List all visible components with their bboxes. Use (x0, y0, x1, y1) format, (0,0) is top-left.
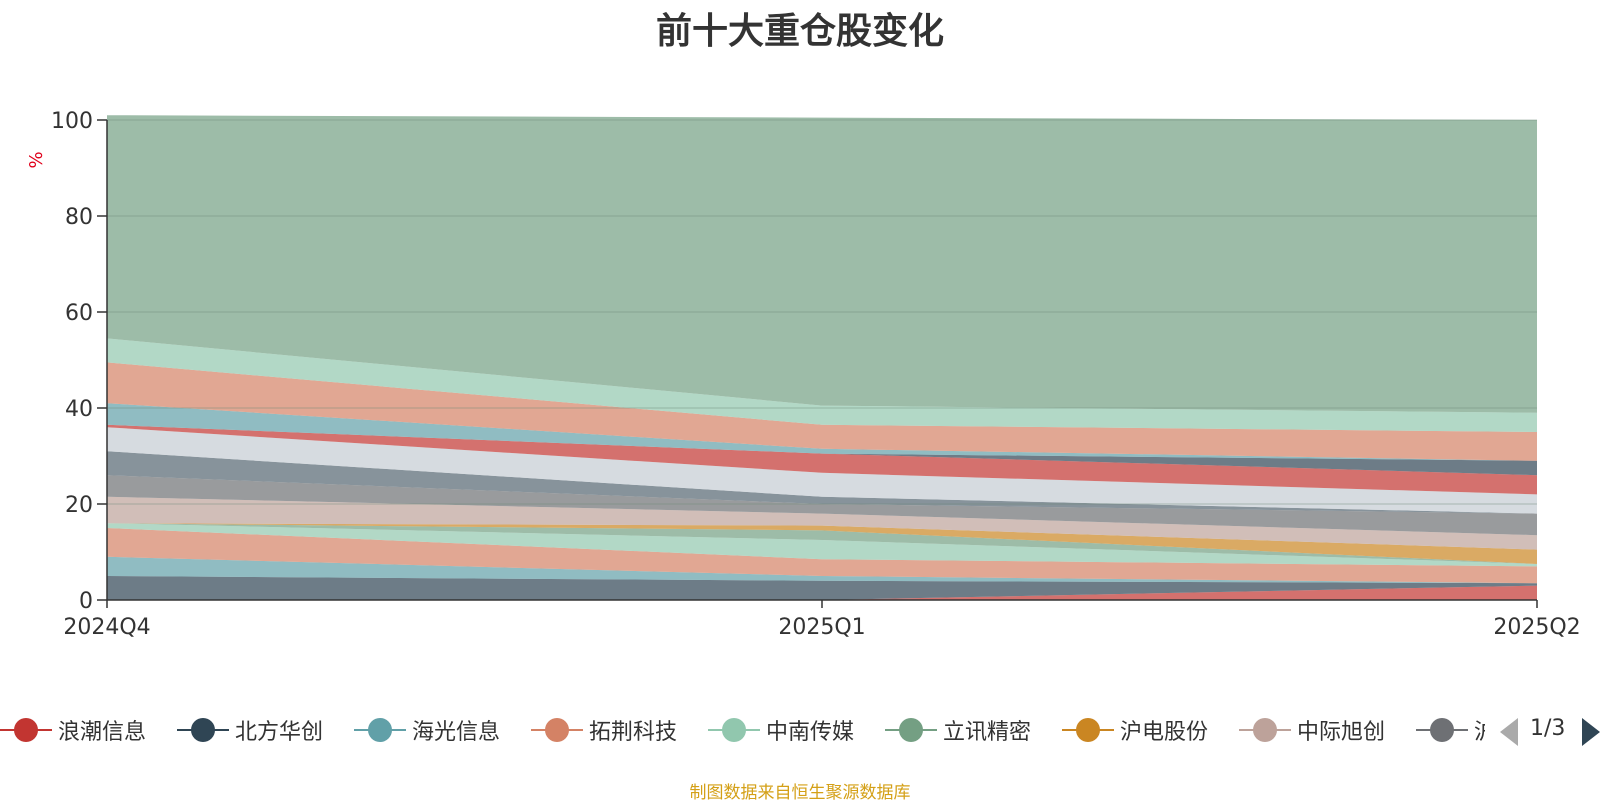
area-series-10 (107, 451, 1537, 514)
legend-page-indicator: 1/3 (1530, 716, 1566, 741)
y-tick-label: 80 (65, 205, 93, 230)
legend-label: 海光信息 (412, 720, 501, 745)
legend-marker-icon (0, 714, 52, 746)
legend-label: 沪电股份 (1120, 720, 1209, 745)
y-tick-label: 0 (79, 589, 93, 614)
area-layers (107, 115, 1537, 600)
area-series-1 (107, 585, 1537, 600)
area-series-16 (107, 338, 1537, 432)
legend-marker-icon (1416, 714, 1468, 746)
y-tick-label: 60 (65, 301, 93, 326)
area-series-4 (107, 528, 1537, 584)
area-series-5 (107, 523, 1537, 567)
y-axis-unit: % (26, 151, 47, 168)
legend-marker-icon (1062, 714, 1114, 746)
legend-label: 立讯精密 (943, 720, 1032, 745)
area-series-15 (107, 362, 1537, 461)
legend-item[interactable]: 中南传媒 (708, 714, 854, 746)
legend-prev-page-icon[interactable] (1500, 718, 1518, 746)
legend-label: 浪潮信息 (58, 720, 147, 745)
chart-title: 前十大重仓股变化 (655, 11, 944, 52)
legend: 浪潮信息 北方华创 海光信息 拓荆科技 中南传媒 立讯精密 沪电股份 中际旭创 沪 1/3 (0, 712, 1600, 752)
area-series-6 (107, 523, 1537, 564)
area-series-3 (107, 556, 1537, 584)
legend-label: 沪 (1474, 714, 1485, 746)
area-series-12 (107, 424, 1537, 495)
legend-marker-icon (1239, 714, 1291, 746)
area-series-9 (107, 475, 1537, 536)
area-series-13 (107, 424, 1537, 476)
legend-marker-icon (177, 714, 229, 746)
legend-item[interactable]: 中际旭创 (1239, 714, 1385, 746)
legend-next-page-icon[interactable] (1582, 718, 1600, 746)
grid-lines (107, 119, 1537, 505)
area-series-7 (107, 523, 1537, 564)
legend-item[interactable]: 拓荆科技 (531, 714, 677, 746)
x-tick-label: 2024Q4 (63, 615, 150, 640)
legend-item[interactable]: 沪电股份 (1062, 714, 1208, 746)
legend-label: 北方华创 (235, 720, 324, 745)
chart-plot: 0 20 40 60 80 100 2024Q4 2025Q1 2025Q2 % (26, 109, 1581, 640)
legend-label: 中际旭创 (1297, 720, 1386, 745)
source-note: 制图数据来自恒生聚源数据库 (689, 783, 911, 803)
x-tick-label: 2025Q1 (778, 615, 865, 640)
legend-label: 中南传媒 (766, 720, 855, 745)
legend-marker-icon (708, 714, 760, 746)
legend-item[interactable]: 北方华创 (177, 714, 323, 746)
legend-item[interactable]: 浪潮信息 (0, 714, 146, 746)
legend-marker-icon (531, 714, 583, 746)
axes: 0 20 40 60 80 100 2024Q4 2025Q1 2025Q2 (51, 109, 1581, 640)
legend-marker-icon (354, 714, 406, 746)
legend-items: 浪潮信息 北方华创 海光信息 拓荆科技 中南传媒 立讯精密 沪电股份 中际旭创 沪 (0, 712, 1485, 752)
area-series-8 (107, 496, 1537, 550)
y-tick-label: 100 (51, 109, 93, 134)
legend-item[interactable]: 立讯精密 (885, 714, 1031, 746)
area-series-14 (107, 403, 1537, 461)
area-series-11 (107, 427, 1537, 514)
legend-marker-icon (885, 714, 937, 746)
y-tick-label: 40 (65, 397, 93, 422)
y-tick-label: 20 (65, 493, 93, 518)
legend-item[interactable]: 海光信息 (354, 714, 500, 746)
legend-item[interactable]: 沪 (1416, 714, 1485, 746)
legend-label: 拓荆科技 (589, 720, 678, 745)
x-tick-label: 2025Q2 (1493, 615, 1580, 640)
area-series-17 (107, 115, 1537, 413)
